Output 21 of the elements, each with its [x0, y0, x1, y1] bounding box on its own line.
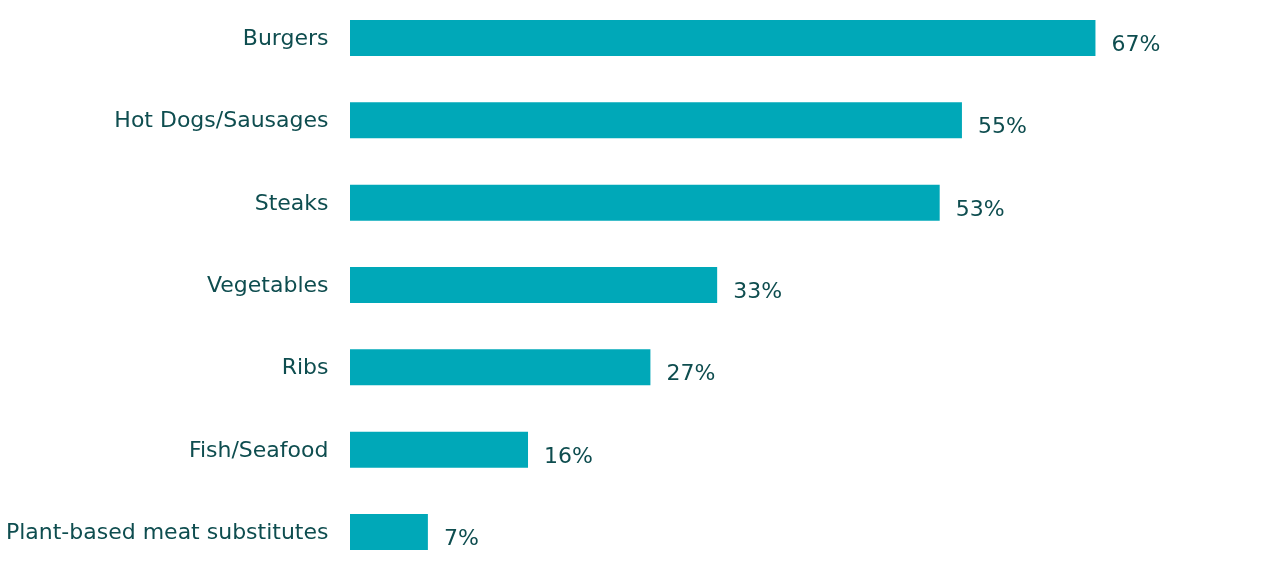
data-label: 55%: [977, 113, 1027, 139]
data-label: 33%: [733, 278, 783, 303]
y-tick-label: Steaks: [254, 189, 329, 215]
bar: [350, 267, 718, 303]
y-tick-label: Hot Dogs/Sausages: [114, 107, 329, 133]
y-tick-label: Vegetables: [206, 272, 329, 297]
data-label: 7%: [443, 525, 479, 551]
bar: [350, 431, 529, 468]
data-label: 53%: [955, 195, 1005, 221]
y-tick-label: Plant-based meat substitutes: [5, 519, 329, 545]
data-label: 67%: [1111, 30, 1161, 56]
data-label: 27%: [666, 360, 716, 386]
data-label: 16%: [544, 442, 593, 468]
bar: [350, 184, 940, 221]
bar: [350, 19, 1096, 56]
y-tick-label: Burgers: [242, 24, 329, 50]
bar: [350, 349, 651, 386]
bar: [350, 514, 428, 551]
bar: [350, 102, 962, 139]
y-tick-label: Ribs: [281, 354, 329, 380]
y-tick-label: Fish/Seafood: [188, 436, 329, 462]
